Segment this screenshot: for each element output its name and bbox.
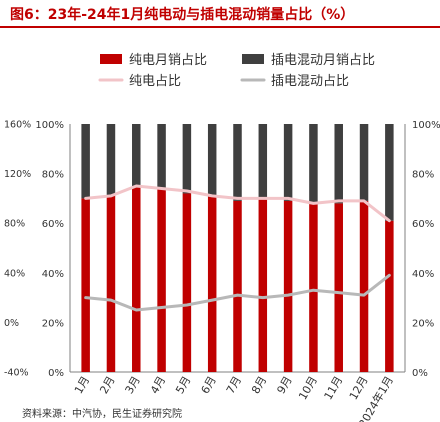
x-tick-label: 4月 (148, 374, 168, 396)
right-tick-label: 20% (412, 318, 434, 329)
source-note: 资料来源：中汽协，民生证券研究院 (22, 409, 182, 420)
left-inner-tick-label: 80% (42, 170, 64, 181)
left-outer-tick-label: 0% (4, 318, 19, 329)
x-tick-label: 8月 (249, 374, 269, 396)
title-rule (0, 26, 440, 28)
bar-phev (207, 124, 217, 196)
left-outer-tick-label: -40% (4, 368, 29, 379)
bar-bev (385, 220, 394, 372)
right-tick-label: 80% (412, 170, 434, 181)
bar-bev (106, 195, 116, 372)
bar-phev (334, 124, 343, 204)
x-tick-label: 12月 (347, 374, 371, 402)
line-phev-share (84, 273, 391, 312)
bar-phev (258, 124, 268, 199)
x-tick-label: 6月 (199, 374, 219, 396)
legend-label-2: 纯电占比 (129, 74, 181, 89)
right-tick-label: 100% (412, 120, 440, 131)
bar-bev (258, 198, 268, 372)
bar-phev (132, 124, 141, 186)
bar-phev (157, 124, 166, 189)
bar-phev (309, 124, 318, 204)
bar-bev (182, 193, 192, 372)
bar-phev (81, 124, 90, 199)
x-tick-label: 11月 (322, 374, 346, 402)
bar-phev (359, 124, 369, 201)
left-outer-tick-label: 160% (4, 120, 31, 131)
bar-bev (283, 200, 293, 372)
left-inner-tick-label: 60% (42, 219, 64, 230)
left-outer-tick-label: 40% (4, 268, 25, 279)
bar-phev (385, 124, 394, 221)
x-tick-label: 5月 (173, 374, 193, 396)
legend-label-1: 插电混动月销占比 (271, 53, 375, 68)
legend-swatch-0 (100, 54, 122, 64)
left-inner-tick-label: 100% (35, 120, 64, 131)
x-tick-label: 2月 (97, 374, 117, 396)
bar-bev (157, 188, 166, 372)
bar-bev (233, 200, 242, 372)
bar-phev (182, 124, 192, 194)
right-tick-label: 40% (412, 269, 434, 280)
bar-phev (233, 124, 242, 201)
bar-bev (334, 203, 343, 372)
bar-phev (106, 124, 116, 196)
right-tick-label: 0% (412, 368, 428, 379)
x-tick-label: 9月 (274, 374, 294, 396)
left-outer-tick-label: 80% (4, 219, 25, 230)
bar-bev (359, 200, 369, 372)
bar-phev (283, 124, 293, 201)
line-bev-share (84, 184, 391, 223)
bar-bev (207, 195, 217, 372)
x-tick-label: 7月 (224, 374, 244, 396)
chart-title: 图6：23年-24年1月纯电动与插电混动销量占比（%） (10, 7, 355, 23)
legend-label-3: 插电混动占比 (271, 74, 349, 89)
bar-bev (81, 198, 90, 372)
x-tick-label: 1月 (72, 374, 92, 396)
x-tick-label: 10月 (296, 374, 320, 402)
left-outer-tick-label: 120% (4, 169, 31, 180)
legend-label-0: 纯电月销占比 (129, 53, 207, 68)
bar-bev (132, 186, 141, 372)
left-inner-tick-label: 20% (42, 318, 64, 329)
left-inner-tick-label: 40% (42, 269, 64, 280)
right-tick-label: 60% (412, 219, 434, 230)
left-inner-tick-label: 0% (48, 368, 64, 379)
x-tick-label: 3月 (123, 374, 143, 396)
bar-bev (309, 203, 318, 372)
legend-swatch-1 (242, 54, 264, 64)
